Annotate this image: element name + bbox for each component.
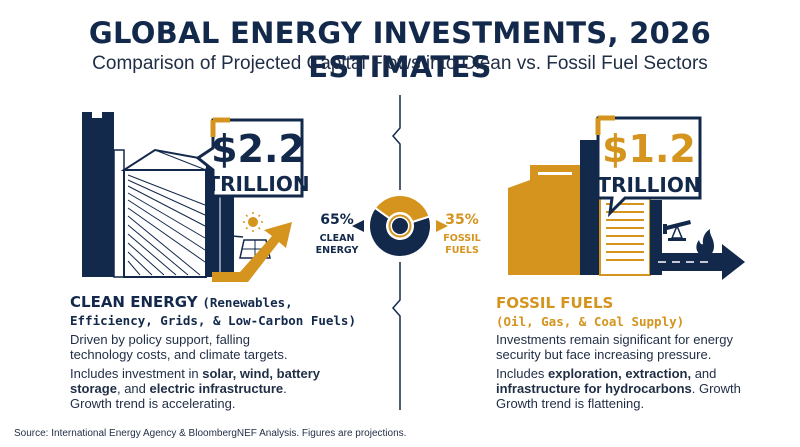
growth-arrow-icon <box>212 222 292 282</box>
wind-turbine-icon <box>225 225 244 262</box>
clean-building-illustration <box>82 110 234 278</box>
chart-subtitle: Comparison of Projected Capital Flows in… <box>92 53 708 74</box>
clean-amount-box <box>195 117 304 198</box>
fossil-connector-arrow <box>436 220 448 232</box>
clean-heading: CLEAN ENERGY (Renewables, Efficiency, Gr… <box>70 293 356 329</box>
fossil-share-value: 35% <box>445 212 479 228</box>
flame-icon <box>696 229 714 256</box>
center-divider <box>392 95 401 410</box>
flat-arrow-icon <box>650 244 745 280</box>
fossil-amount-box <box>595 115 702 218</box>
chart-title: GLOBAL ENERGY INVESTMENTS, 2026 ESTIMATE… <box>88 16 712 84</box>
fossil-heading: FOSSIL FUELS (Oil, Gas, & Coal Supply) <box>496 294 685 330</box>
clean-description-1: Driven by policy support, falling techno… <box>70 332 288 362</box>
clean-share-label: CLEAN ENERGY <box>315 233 359 256</box>
donut-center-ring <box>388 214 412 238</box>
clean-amount-value: $2.2 <box>211 127 305 171</box>
clean-share-value: 65% <box>320 212 354 228</box>
fossil-share-slice <box>373 194 431 224</box>
fossil-description-2: Includes exploration, extraction, and in… <box>496 366 741 411</box>
fossil-description-1: Investments remain significant for energ… <box>496 332 733 362</box>
share-donut-chart <box>352 193 448 259</box>
fossil-amount-value: $1.2 <box>602 127 696 171</box>
clean-amount-unit: TRILLION <box>206 172 309 196</box>
fossil-share-label: FOSSIL FUELS <box>443 233 481 256</box>
clean-connector-arrow <box>352 220 364 232</box>
sun-icon <box>243 212 263 232</box>
oil-pump-icon <box>663 220 691 241</box>
fossil-amount-unit: TRILLION <box>597 173 700 197</box>
clean-description-2: Includes investment in solar, wind, batt… <box>70 366 320 411</box>
source-note: Source: International Energy Agency & Bl… <box>14 428 407 439</box>
clean-share-slice <box>368 206 432 258</box>
donut-center-dot <box>392 218 408 234</box>
